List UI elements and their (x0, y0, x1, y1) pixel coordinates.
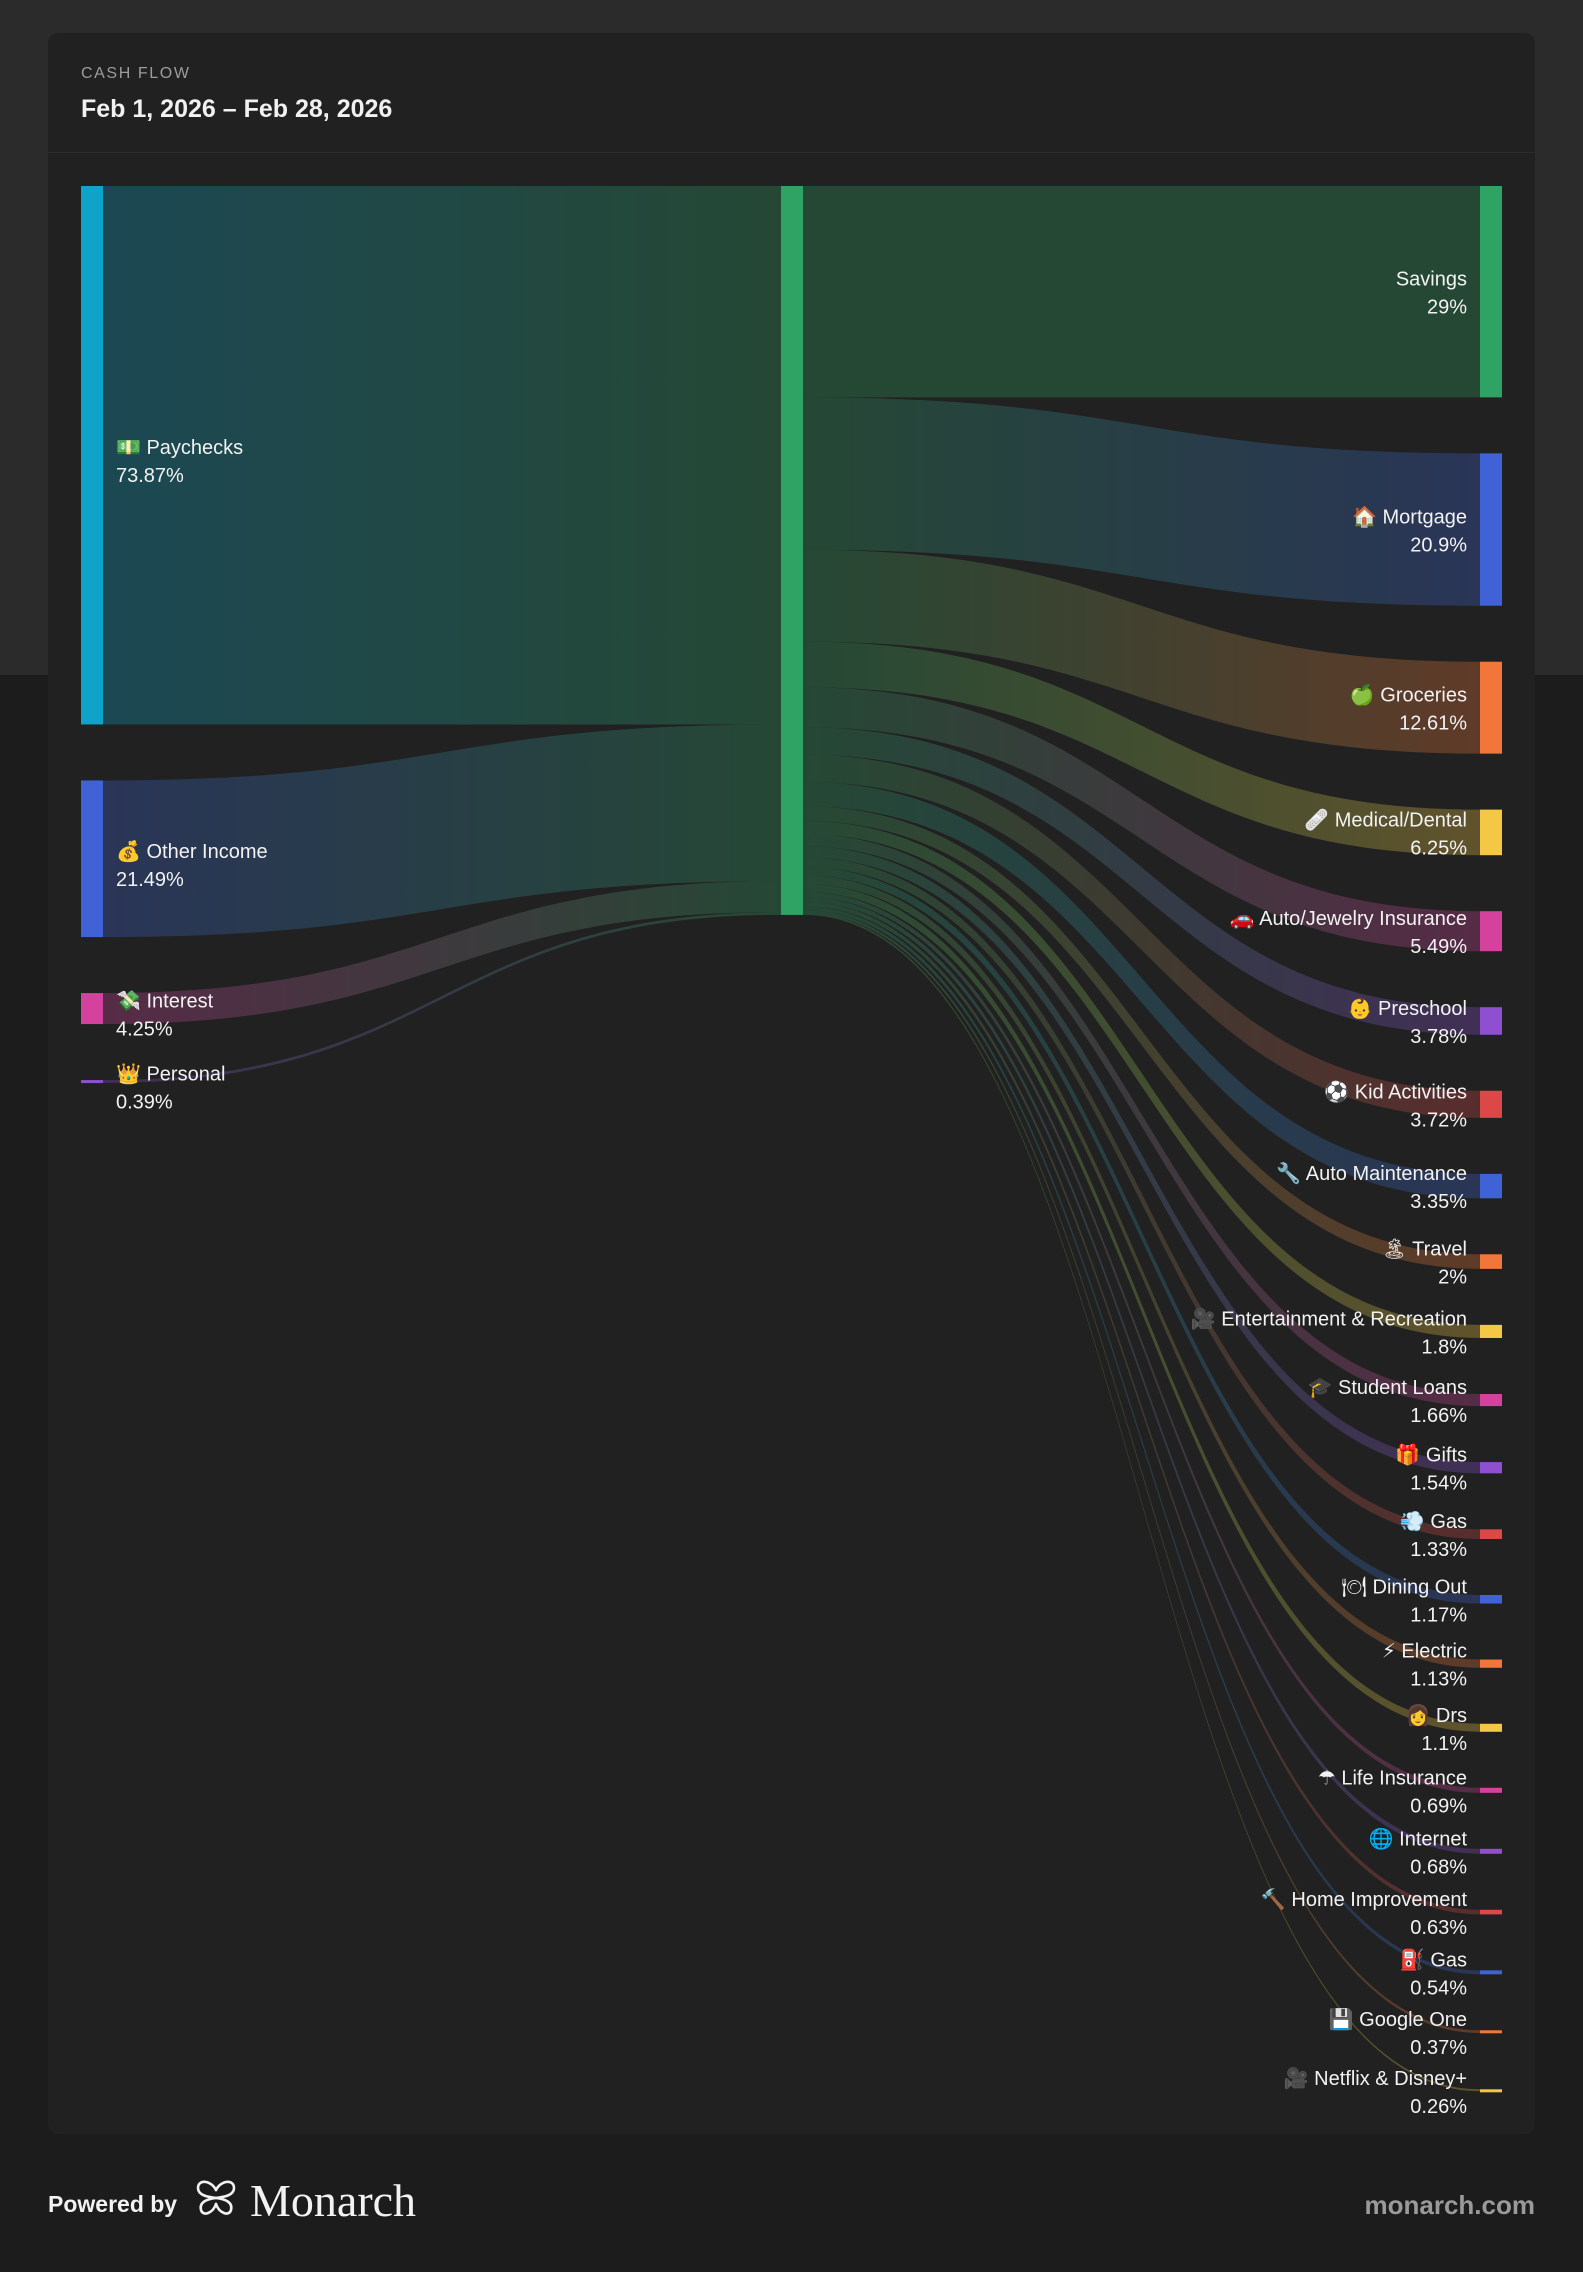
outflow-google-one-20-label: 💾 Google One 0.37% (1329, 2007, 1468, 2059)
sankey-link-entertainment-recreation-9 (803, 820, 1480, 1338)
sankey-links (103, 186, 1480, 2092)
sankey-node-auto-jewelry-insurance-4 (1480, 911, 1502, 952)
sankey-link-netflix-disney-21 (803, 913, 1480, 2092)
sankey-node-entertainment-recreation-9 (1480, 1324, 1502, 1338)
sankey-link-personal (103, 912, 781, 1083)
date-range-title: Feb 1, 2026 – Feb 28, 2026 (81, 95, 393, 123)
sankey-node-mortgage-1 (1480, 453, 1502, 606)
cash-flow-sankey-chart: 💵 Paychecks 73.87% 💰 Other Income 21.49% 💸 I… (81, 186, 1502, 2118)
sankey-node-kid-activities-6 (1480, 1090, 1502, 1118)
monarch-site-link[interactable]: monarch.com (1364, 2190, 1536, 2220)
sankey-node-savings-0 (1480, 186, 1502, 398)
sankey-link-medical-dental-3 (803, 641, 1480, 856)
sankey-link-student-loans-10 (803, 833, 1480, 1407)
monarch-brand-name: Monarch (250, 2175, 417, 2226)
sankey-link-groceries-2 (803, 549, 1480, 754)
sankey-link-kid-activities-6 (803, 754, 1480, 1118)
sankey-node-personal (81, 1080, 103, 1084)
sankey-link-paychecks (103, 186, 781, 725)
outflow-groceries-2-label: 🍏 Groceries 12.61% (1350, 683, 1467, 735)
sankey-link-google-one-20 (803, 910, 1480, 2034)
sankey-nodes (81, 186, 1502, 2093)
powered-by-label: Powered by (48, 2191, 178, 2217)
sankey-node-medical-dental-3 (1480, 809, 1502, 856)
sankey-node-electric-14 (1480, 1659, 1502, 1668)
sankey-labels: 💵 Paychecks 73.87% 💰 Other Income 21.49% 💸 I… (116, 269, 1467, 2118)
outflow-electric-14-label: ⚡ Electric 1.13% (1382, 1641, 1467, 1691)
sankey-link-drs-15 (803, 883, 1480, 1732)
outflow-preschool-5-label: 👶 Preschool 3.78% (1348, 996, 1468, 1048)
income-paychecks-label: 💵 Paychecks 73.87% (116, 437, 243, 487)
monarch-butterfly-icon (196, 2180, 236, 2215)
sankey-node-travel-8 (1480, 1254, 1502, 1269)
sankey-node-netflix-disney-21 (1480, 2089, 1502, 2093)
sankey-link-gas-19 (803, 906, 1480, 1975)
sankey-node-life-insurance-16 (1480, 1787, 1502, 1793)
outflow-kid-activities-6-label: ⚽ Kid Activities 3.72% (1323, 1079, 1467, 1131)
outflow-mortgage-1-label: 🏠 Mortgage 20.9% (1352, 506, 1467, 557)
outflow-gas-19-label: ⛽ Gas 0.54% (1400, 1947, 1467, 1999)
sankey-node-student-loans-10 (1480, 1393, 1502, 1407)
sankey-node-internet-17 (1480, 1848, 1502, 1854)
section-eyebrow: CASH FLOW (81, 65, 191, 82)
income-interest-label: 💸 Interest 4.25% (116, 990, 214, 1041)
sankey-link-gas-12 (803, 857, 1480, 1540)
sankey-node-dining-out-13 (1480, 1595, 1502, 1604)
sankey-link-savings-0 (803, 186, 1480, 398)
outflow-medical-dental-3-label: 🩹 Medical/Dental 6.25% (1304, 807, 1467, 859)
sankey-node-auto-maintenance-7 (1480, 1173, 1502, 1199)
sankey-link-electric-14 (803, 875, 1480, 1668)
outflow-entertainment-recreation-9-label: 🎥 Entertainment & Recreation 1.8% (1191, 1306, 1467, 1358)
card-header: CASH FLOW Feb 1, 2026 – Feb 28, 2026 (48, 33, 1535, 153)
sankey-link-internet-17 (803, 896, 1480, 1854)
outflow-auto-maintenance-7-label: 🔧 Auto Maintenance 3.35% (1276, 1161, 1467, 1213)
sankey-link-gifts-11 (803, 846, 1480, 1474)
sankey-link-home-improvement-18 (803, 901, 1480, 1915)
outflow-auto-jewelry-insurance-4-label: 🚗 Auto/Jewelry Insurance 5.49% (1230, 908, 1467, 958)
sankey-link-travel-8 (803, 806, 1480, 1269)
outflow-travel-8-label: 🏝 Travel 2% (1382, 1239, 1468, 1289)
outflow-gifts-11-label: 🎁 Gifts 1.54% (1395, 1443, 1467, 1495)
sankey-node-paychecks (81, 186, 103, 725)
outflow-student-loans-10-label: 🎓 Student Loans 1.66% (1308, 1377, 1468, 1427)
outflow-netflix-disney-21-label: 🎥 Netflix & Disney+ 0.26% (1284, 2066, 1468, 2118)
sankey-node-home-improvement-18 (1480, 1909, 1502, 1915)
sankey-node-gifts-11 (1480, 1462, 1502, 1474)
sankey-node-other-income (81, 780, 103, 938)
sankey-node-drs-15 (1480, 1723, 1502, 1732)
income-personal-label: 👑 Personal 0.39% (116, 1063, 225, 1114)
sankey-node-google-one-20 (1480, 2030, 1502, 2034)
sankey-node-groceries-2 (1480, 661, 1502, 754)
sankey-link-auto-maintenance-7 (803, 781, 1480, 1199)
sankey-link-preschool-5 (803, 727, 1480, 1035)
sankey-node-cash-flow (781, 186, 803, 915)
outflow-drs-15-label: 👩 Drs 1.1% (1405, 1703, 1467, 1755)
outflow-gas-12-label: 💨 Gas 1.33% (1400, 1510, 1467, 1561)
outflow-savings-0-label: Savings 29% (1396, 269, 1467, 319)
sankey-link-mortgage-1 (803, 397, 1480, 606)
sankey-node-preschool-5 (1480, 1007, 1502, 1035)
sankey-node-gas-12 (1480, 1529, 1502, 1540)
cash-flow-card: CASH FLOW Feb 1, 2026 – Feb 28, 2026 💵 P… (48, 33, 1535, 2134)
outflow-home-improvement-18-label: 🔨 Home Improvement 0.63% (1261, 1887, 1468, 1939)
sankey-link-dining-out-13 (803, 867, 1480, 1604)
sankey-node-gas-19 (1480, 1970, 1502, 1975)
sankey-node-interest (81, 993, 103, 1025)
outflow-internet-17-label: 🌐 Internet 0.68% (1369, 1826, 1468, 1878)
sankey-link-auto-jewelry-insurance-4 (803, 687, 1480, 952)
sankey-link-other-income (103, 724, 781, 938)
sankey-link-life-insurance-16 (803, 891, 1480, 1793)
sankey-link-interest (103, 881, 781, 1025)
outflow-dining-out-13-label: 🍽 Dining Out 1.17% (1342, 1576, 1468, 1626)
outflow-life-insurance-16-label: ☂ Life Insurance 0.69% (1318, 1767, 1467, 1817)
income-other-income-label: 💰 Other Income 21.49% (116, 839, 268, 891)
